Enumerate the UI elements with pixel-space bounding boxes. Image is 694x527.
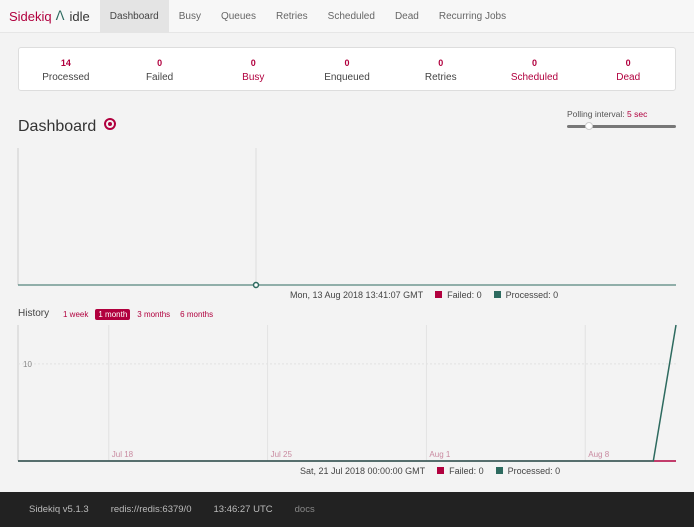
beacon-icon <box>103 118 116 130</box>
stat-label: Retries <box>424 72 457 83</box>
navbar: Sidekiq ᐱ idle Dashboard Busy Queues Ret… <box>0 0 694 33</box>
stat-failed: 0 Failed <box>113 48 207 90</box>
realtime-legend: Mon, 13 Aug 2018 13:41:07 GMT Failed: 0 … <box>290 290 558 300</box>
stat-value: 0 <box>531 58 537 68</box>
footer: Sidekiq v5.1.3 redis://redis:6379/0 13:4… <box>0 492 694 527</box>
polling-interval-slider[interactable] <box>567 122 676 130</box>
stat-link[interactable]: Dead <box>616 72 641 83</box>
tab-dead[interactable]: Dead <box>394 10 419 22</box>
history-timestamp: Sat, 21 Jul 2018 00:00:00 GMT <box>300 466 426 476</box>
legend-failed-text: Failed: 0 <box>449 466 484 476</box>
range-1-week[interactable]: 1 week <box>63 310 89 319</box>
docs-link[interactable]: docs <box>294 504 315 515</box>
charts: Jul 18 Jul 25 Aug 1 Aug 8 10 <box>17 148 677 462</box>
sidekiq-logo-icon: ᐱ <box>55 8 65 23</box>
range-6-months[interactable]: 6 months <box>180 310 214 319</box>
tab-scheduled[interactable]: Scheduled <box>327 10 375 22</box>
range-1-month[interactable]: 1 month <box>95 309 131 320</box>
tab-dashboard[interactable]: Dashboard <box>99 0 169 33</box>
history-range-selector: 1 week 1 month 3 months 6 months <box>60 309 216 320</box>
stat-link[interactable]: Busy <box>242 72 265 83</box>
server-time: 13:46:27 UTC <box>213 504 273 515</box>
history-title: History <box>18 308 50 319</box>
polling-value: 5 sec <box>627 109 648 119</box>
realtime-timestamp: Mon, 13 Aug 2018 13:41:07 GMT <box>290 290 424 300</box>
history-x-tick-label: Jul 25 <box>271 450 293 459</box>
legend-failed-text: Failed: 0 <box>447 290 482 300</box>
tab-busy[interactable]: Busy <box>178 10 201 22</box>
stat-processed: 14 Processed <box>19 48 113 90</box>
stat-retries: 0 Retries <box>394 48 488 90</box>
stat-label: Processed <box>42 72 90 83</box>
history-x-tick-label: Aug 1 <box>429 450 450 459</box>
legend-processed-text: Processed: 0 <box>505 290 559 300</box>
tab-retries[interactable]: Retries <box>275 10 308 22</box>
polling-label: Polling interval: <box>567 109 625 119</box>
stat-label: Enqueued <box>324 72 370 83</box>
stat-label: Failed <box>145 72 174 83</box>
legend-processed: Processed: 0 <box>495 466 561 476</box>
slider-thumb[interactable] <box>584 122 593 130</box>
stat-value: 0 <box>157 58 163 68</box>
stat-busy[interactable]: 0 Busy <box>206 48 300 90</box>
stat-value: 0 <box>438 58 444 68</box>
legend-failed: Failed: 0 <box>435 290 482 300</box>
legend-processed: Processed: 0 <box>493 290 559 300</box>
realtime-point <box>252 281 260 289</box>
tab-recurring-jobs[interactable]: Recurring Jobs <box>438 10 507 22</box>
stat-value: 0 <box>344 58 350 68</box>
tab-queues[interactable]: Queues <box>220 10 256 22</box>
page-title: Dashboard <box>18 118 116 136</box>
redis-url: redis://redis:6379/0 <box>110 504 192 515</box>
page-title-text: Dashboard <box>18 118 97 135</box>
stat-enqueued: 0 Enqueued <box>300 48 394 90</box>
brand-link[interactable]: Sidekiq <box>9 8 52 24</box>
history-y-tick-label: 10 <box>23 360 32 369</box>
history-x-tick-label: Jul 18 <box>112 450 134 459</box>
legend-failed: Failed: 0 <box>437 466 484 476</box>
status-text: idle <box>69 8 90 24</box>
stat-dead[interactable]: 0 Dead <box>581 48 675 90</box>
stat-value: 0 <box>625 58 631 68</box>
polling-interval-label: Polling interval: 5 sec <box>567 109 647 119</box>
history-legend: Sat, 21 Jul 2018 00:00:00 GMT Failed: 0 … <box>300 466 560 476</box>
range-3-months[interactable]: 3 months <box>137 310 171 319</box>
stat-value: 14 <box>60 58 71 68</box>
history-x-tick-label: Aug 8 <box>588 450 609 459</box>
stat-scheduled[interactable]: 0 Scheduled <box>488 48 582 90</box>
stat-value: 0 <box>250 58 256 68</box>
history-series-processed <box>18 324 677 462</box>
legend-processed-text: Processed: 0 <box>507 466 561 476</box>
version-text: Sidekiq v5.1.3 <box>29 504 89 515</box>
stat-link[interactable]: Scheduled <box>510 72 559 83</box>
summary-bar: 14 Processed 0 Failed 0 Busy 0 Enqueued 0 Ret… <box>18 47 676 91</box>
